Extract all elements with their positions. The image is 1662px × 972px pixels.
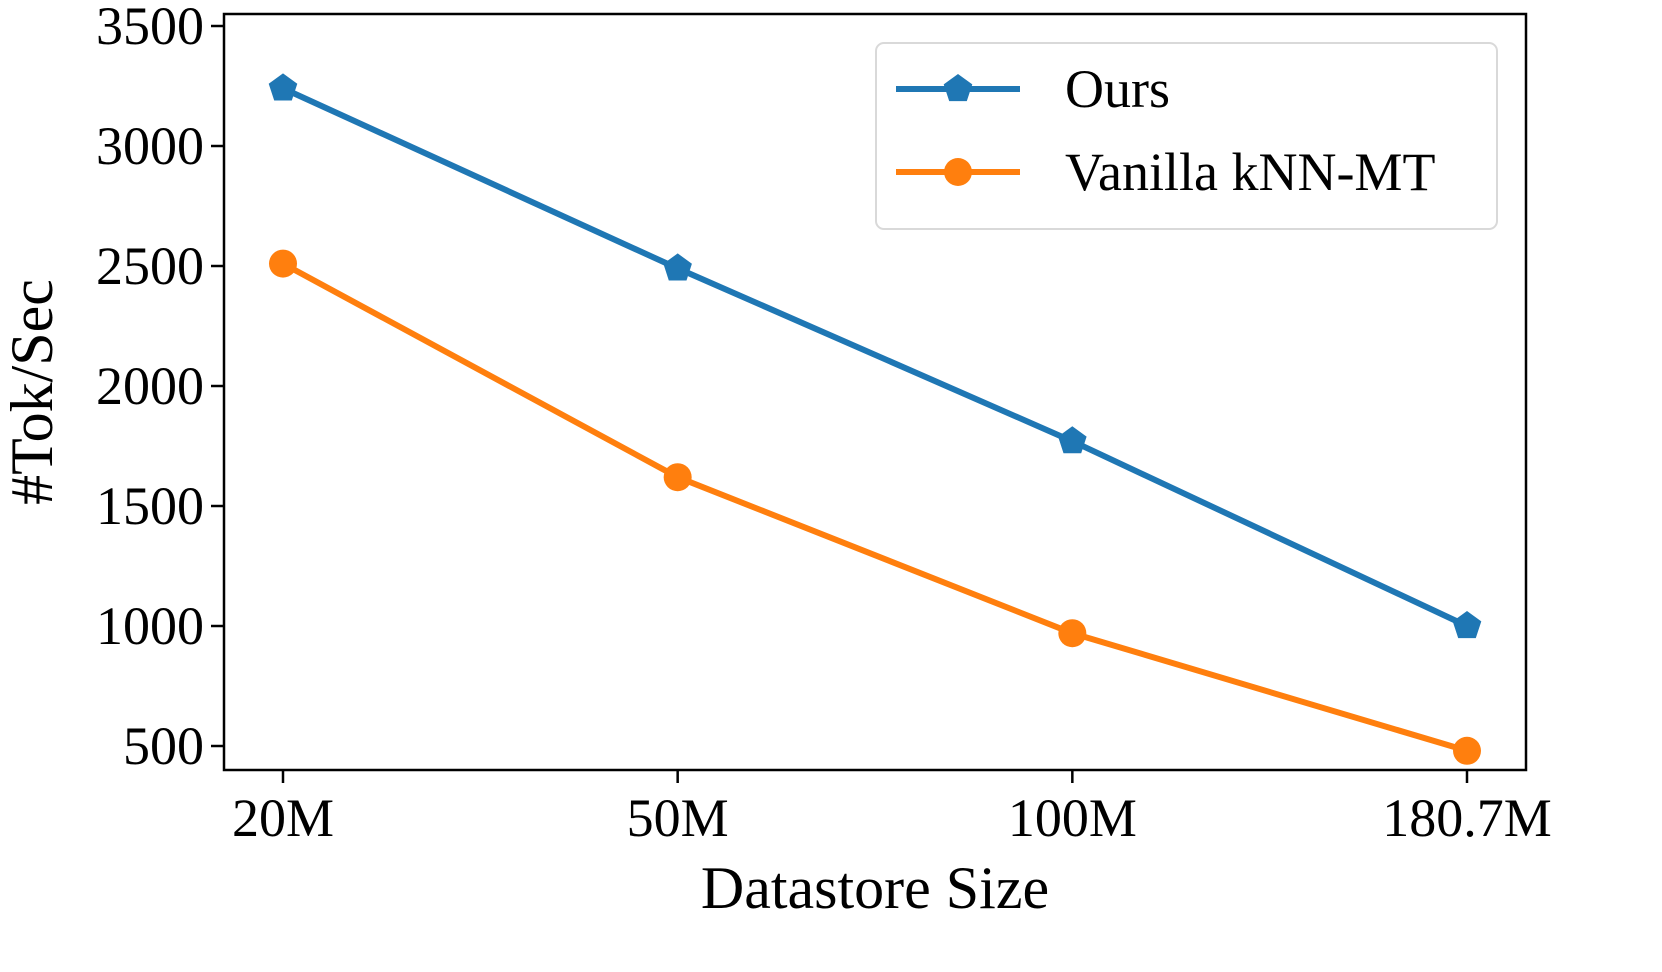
y-axis: 500 1000 1500 2000 2500 3000 3500 xyxy=(96,0,224,776)
data-point xyxy=(1453,736,1481,765)
y-tick-label: 1000 xyxy=(96,596,204,656)
series-line xyxy=(281,85,1469,629)
legend-items: Ours Vanilla kNN-MT xyxy=(896,59,1435,202)
data-point xyxy=(1058,426,1087,454)
legend-box xyxy=(875,42,1498,230)
series-line xyxy=(281,260,1468,754)
x-tick-label: 50M xyxy=(627,788,729,848)
x-tick-label: 100M xyxy=(1008,788,1137,848)
y-tick-label: 2000 xyxy=(96,356,204,416)
series-vanilla-knn-mt xyxy=(269,249,1481,765)
data-point xyxy=(663,463,692,492)
x-tick-label: 180.7M xyxy=(1382,788,1552,848)
y-tick-label: 3000 xyxy=(96,116,204,176)
legend-entry: Ours xyxy=(896,59,1170,119)
legend: Ours Vanilla kNN-MT xyxy=(875,42,1498,230)
x-tick-label: 20M xyxy=(232,788,334,848)
y-tick-label: 1500 xyxy=(96,476,204,536)
y-tick-label: 2500 xyxy=(96,236,204,296)
series-ours xyxy=(268,73,1482,639)
y-tick-label: 3500 xyxy=(96,0,204,56)
data-point xyxy=(1058,619,1087,648)
x-axis: 20M 50M 100M 180.7M xyxy=(232,770,1552,848)
data-point xyxy=(269,249,297,278)
legend-label: Vanilla kNN-MT xyxy=(1065,142,1435,202)
data-point xyxy=(268,73,298,101)
legend-entry: Vanilla kNN-MT xyxy=(896,142,1435,202)
legend-swatch-marker xyxy=(943,74,973,102)
legend-label: Ours xyxy=(1065,59,1170,119)
data-point xyxy=(1452,611,1482,639)
y-tick-label: 500 xyxy=(123,716,204,776)
legend-swatch-marker xyxy=(944,158,972,186)
y-axis-title: #Tok/Sec xyxy=(0,279,65,505)
series-layer xyxy=(268,73,1482,765)
x-axis-title: Datastore Size xyxy=(701,855,1049,921)
data-point xyxy=(663,253,692,281)
plot-area-frame xyxy=(222,12,1528,772)
